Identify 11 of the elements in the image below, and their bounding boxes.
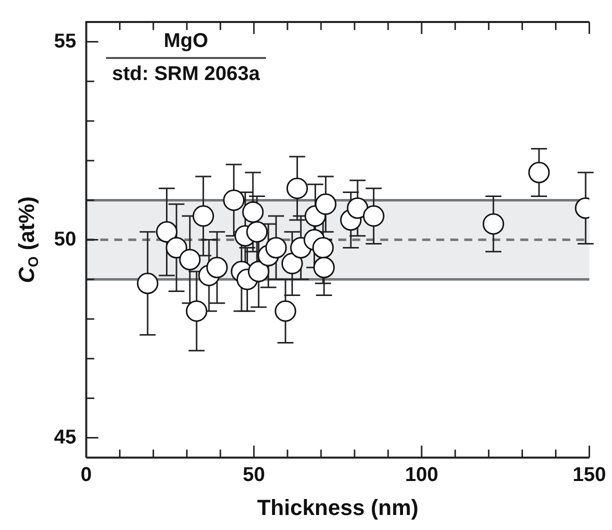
annotation: MgO: [106, 30, 266, 59]
y-tick-label: 50: [54, 228, 76, 250]
x-tick-label: 50: [242, 464, 266, 486]
y-axis-title: CO (at%): [14, 196, 41, 284]
x-axis-title: Thickness (nm): [257, 494, 418, 520]
y-tick-label: 45: [54, 426, 76, 448]
x-tick-label: 100: [404, 464, 438, 486]
annotation: std: SRM 2063a: [111, 63, 261, 86]
y-tick-label: 55: [54, 30, 76, 52]
x-tick-label: 0: [80, 464, 92, 486]
x-tick-label: 150: [572, 464, 606, 486]
